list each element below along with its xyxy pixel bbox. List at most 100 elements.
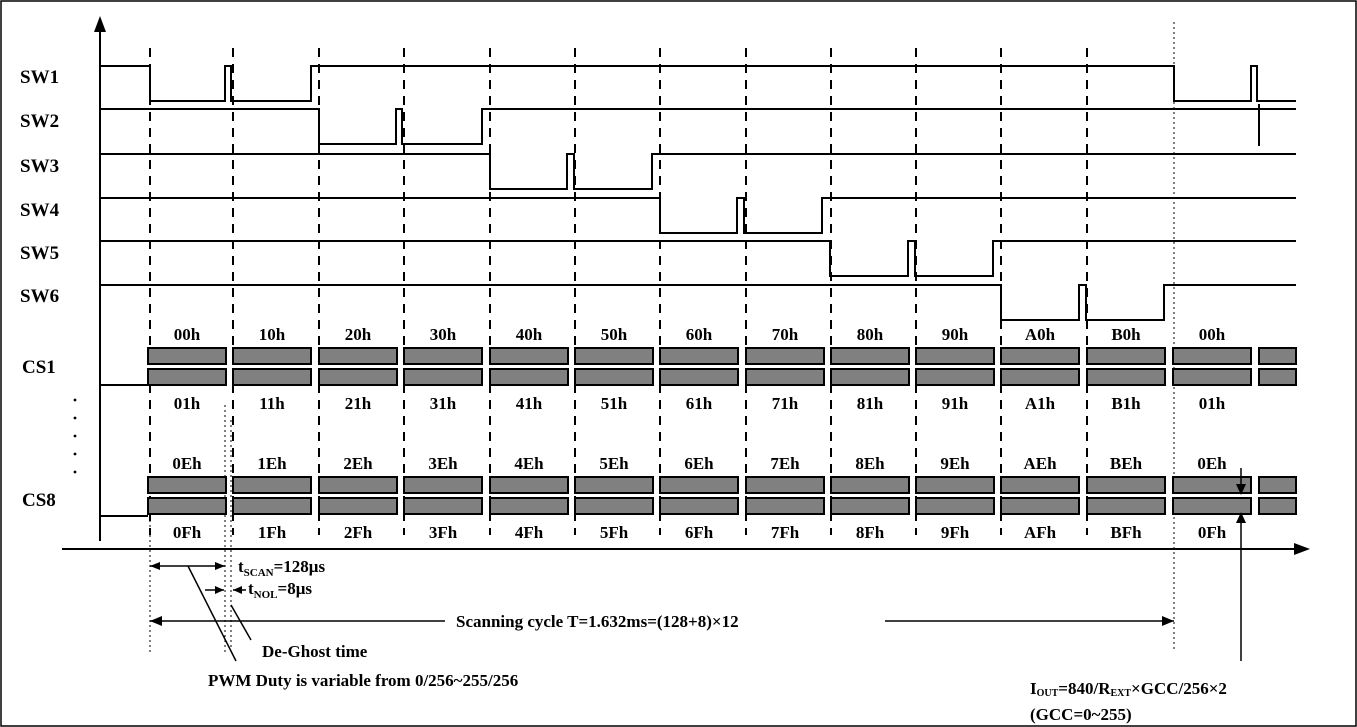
cs1-cell-bottom-5 (574, 368, 654, 386)
cs1-cell-top-2 (318, 347, 398, 365)
cs8-cell-top-11 (1086, 476, 1166, 494)
cs1-cell-top-0 (147, 347, 227, 365)
register-label: 20h (345, 325, 372, 344)
register-label: 90h (942, 325, 969, 344)
cs1-label: CS1 (22, 357, 56, 378)
register-label: 0Eh (172, 454, 202, 473)
sw4-waveform (100, 197, 1296, 234)
sw5-waveform (100, 240, 1296, 277)
register-label: 11h (259, 394, 285, 413)
sw3-waveform (100, 153, 1296, 190)
sw1-label: SW1 (20, 67, 59, 88)
register-label: 00h (1199, 325, 1226, 344)
cs8-cell-bottom-3 (403, 497, 483, 515)
cs1-cell-bottom-8 (830, 368, 910, 386)
iout-rest: ×GCC/256×2 (1131, 679, 1227, 698)
tnol-sub: NOL (254, 589, 278, 601)
dotted-markers (149, 22, 1175, 652)
cs1-cell-bottom-2 (318, 368, 398, 386)
register-label: 3Eh (428, 454, 458, 473)
register-label: 3Fh (429, 523, 458, 542)
sw3-label: SW3 (20, 156, 59, 177)
sw1-waveform (100, 65, 1296, 102)
register-label: 51h (601, 394, 628, 413)
cs8-cell-bottom-partial (1258, 497, 1297, 515)
cs8-cell-top-12 (1172, 476, 1252, 494)
register-label: 81h (857, 394, 884, 413)
cs8-cell-bottom-6 (659, 497, 739, 515)
register-label: 8Eh (855, 454, 885, 473)
register-label: 61h (686, 394, 713, 413)
tnol-t: t (248, 579, 254, 598)
cs8-cell-top-9 (915, 476, 995, 494)
tscan-sub: SCAN (244, 567, 274, 579)
cs1-cell-bottom-10 (1000, 368, 1080, 386)
sw2-waveform (100, 108, 1296, 145)
cs8-cell-top-3 (403, 476, 483, 494)
register-label: BEh (1110, 454, 1143, 473)
cs1-cell-top-6 (659, 347, 739, 365)
tscan-annotation: tSCAN=128μs (150, 557, 325, 579)
register-label: 41h (516, 394, 543, 413)
register-label: 31h (430, 394, 457, 413)
cs8-cell-bottom-8 (830, 497, 910, 515)
register-label: 4Eh (514, 454, 544, 473)
cs1-cell-top-12 (1172, 347, 1252, 365)
cs8-cell-top-4 (489, 476, 569, 494)
register-label: 00h (174, 325, 201, 344)
register-label: AEh (1023, 454, 1057, 473)
y-axis (94, 16, 106, 541)
cs1-cell-top-8 (830, 347, 910, 365)
cs8-cell-top-6 (659, 476, 739, 494)
register-label: 71h (772, 394, 799, 413)
cs8-cell-bottom-11 (1086, 497, 1166, 515)
scanning-cycle-text: Scanning cycle T=1.632ms=(128+8)×12 (456, 612, 739, 631)
tscan-value: =128μs (274, 557, 326, 576)
register-label: 5Eh (599, 454, 629, 473)
cs1-cell-bottom-partial (1258, 368, 1297, 386)
register-label: 1Eh (257, 454, 287, 473)
register-label: A1h (1025, 394, 1056, 413)
register-labels: 00h 10h 20h 30h 40h 50h 60h 70h 80h 90h A0h B0h 00h 0… (172, 325, 1227, 542)
cs8-cell-bottom-5 (574, 497, 654, 515)
cs1-cell-top-9 (915, 347, 995, 365)
waveforms (100, 65, 1296, 321)
svg-text:tNOL=8μs: tNOL=8μs (248, 579, 312, 601)
register-label: 2Eh (343, 454, 373, 473)
sw6-label: SW6 (20, 286, 59, 307)
tscan-t: t (238, 557, 244, 576)
cs1-cell-bottom-7 (745, 368, 825, 386)
register-label: 10h (259, 325, 286, 344)
cs8-cell-top-1 (232, 476, 312, 494)
register-label: 7Eh (770, 454, 800, 473)
register-label: 70h (772, 325, 799, 344)
sw6-waveform (100, 284, 1296, 321)
register-label: 4Fh (515, 523, 544, 542)
register-label: A0h (1025, 325, 1056, 344)
register-label: 7Fh (771, 523, 800, 542)
cs1-cell-bottom-3 (403, 368, 483, 386)
cs1-cell-top-7 (745, 347, 825, 365)
iout-rext: EXT (1110, 688, 1131, 699)
cs1-cell-bottom-12 (1172, 368, 1252, 386)
register-label: 01h (174, 394, 201, 413)
cs8-cell-top-10 (1000, 476, 1080, 494)
sw4-label: SW4 (20, 200, 60, 221)
cs1-cell-top-3 (403, 347, 483, 365)
cs8-cell-top-8 (830, 476, 910, 494)
cs1-cell-bottom-6 (659, 368, 739, 386)
register-label: 9Fh (941, 523, 970, 542)
register-label: 60h (686, 325, 713, 344)
sw2-label: SW2 (20, 111, 59, 132)
cs8-cell-bottom-9 (915, 497, 995, 515)
cs1-cell-top-11 (1086, 347, 1166, 365)
de-ghost-text: De-Ghost time (262, 642, 368, 661)
register-label: BFh (1110, 523, 1142, 542)
register-label: AFh (1024, 523, 1057, 542)
cs8-cell-top-7 (745, 476, 825, 494)
cs1-cell-bottom-9 (915, 368, 995, 386)
cs8-label: CS8 (22, 490, 56, 511)
register-label: 91h (942, 394, 969, 413)
